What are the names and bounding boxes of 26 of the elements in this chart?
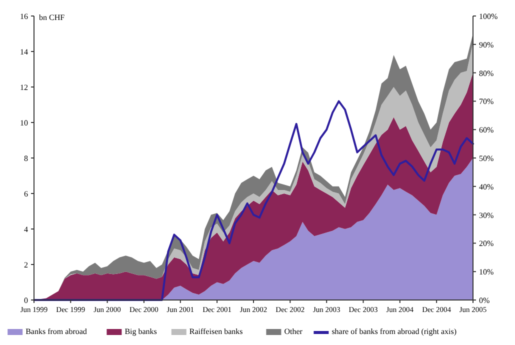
y2-tick-label: 0% (479, 296, 490, 305)
y-tick-label: 6 (24, 190, 28, 198)
y-tick-label: 0 (24, 296, 28, 305)
y2-tick-label: 90% (479, 40, 494, 50)
y-tick-label: 16 (20, 12, 28, 21)
y-tick-label: 12 (20, 83, 28, 92)
y-tick-label: 14 (20, 48, 28, 56)
legend-label: Big banks (124, 327, 157, 336)
y2-tick-label: 40% (479, 182, 494, 192)
y-tick-label: 8 (24, 154, 28, 163)
y-tick-label: 4 (24, 225, 28, 234)
y2-tick-label: 10% (479, 268, 494, 277)
y-tick-label: 2 (24, 260, 28, 270)
legend-label: Banks from abroad (26, 327, 87, 336)
y2-tick-label: 70% (479, 97, 494, 106)
y2-tick-label: 60% (479, 126, 494, 135)
legend-label: Raiffeisen banks (189, 327, 243, 336)
y2-tick-label: 80% (479, 68, 494, 78)
y2-tick-label: 20% (479, 239, 494, 248)
y-tick-label: 10 (20, 118, 28, 128)
y2-tick-label: 30% (479, 210, 494, 220)
legend-label: share of banks from abroad (right axis) (332, 327, 457, 336)
y2-tick-label: 50% (479, 154, 494, 163)
y2-tick-label: 100% (479, 12, 498, 21)
legend-label: Other (284, 327, 303, 336)
y-axis-title: bn CHF (39, 13, 66, 22)
